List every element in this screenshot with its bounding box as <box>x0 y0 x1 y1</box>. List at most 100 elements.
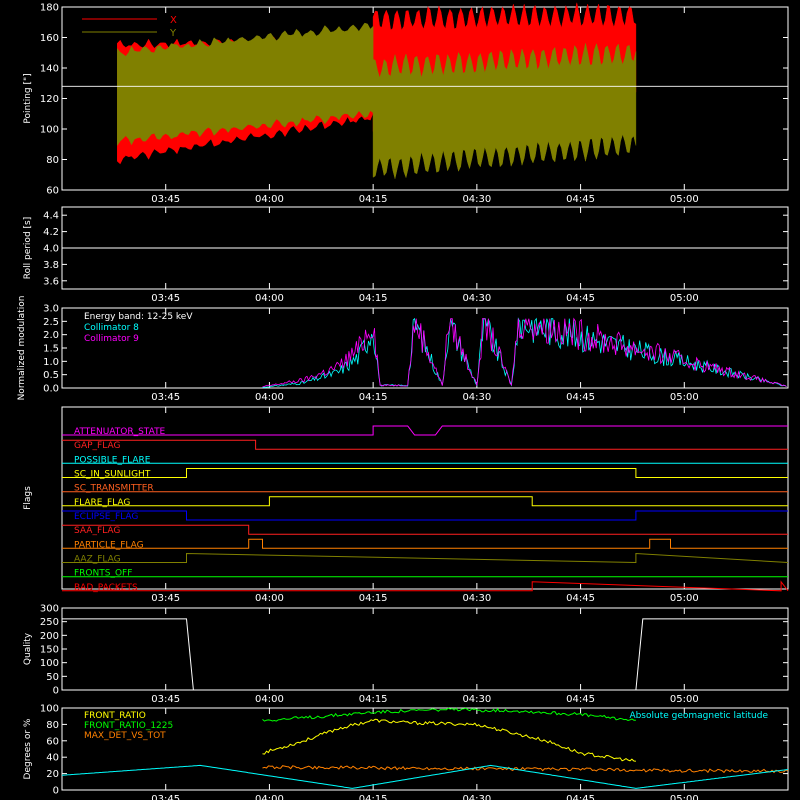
panel-4: Flags 03:45 04:00 04:15 04:30 04:45 05:00 ATTEN… <box>23 406 789 604</box>
y-tick-label: 2.5 <box>43 317 59 328</box>
legend-label: MAX_DET_VS_TOT <box>84 731 166 741</box>
series-line <box>262 707 636 722</box>
x-tick-label: 04:30 <box>462 194 491 205</box>
y-tick-label: 100 <box>40 704 59 715</box>
x-tick-label: 04:00 <box>255 392 284 403</box>
y-tick-label: 4.2 <box>43 227 59 238</box>
y-tick-label: 120 <box>40 94 59 105</box>
x-tick-label: 05:00 <box>670 392 699 403</box>
series-line <box>262 718 636 762</box>
legend-label: Absolute geomagnetic latitude <box>629 711 768 721</box>
x-tick-label: 05:00 <box>670 794 699 800</box>
y-tick-label: 80 <box>46 720 59 731</box>
flag-line <box>62 510 788 521</box>
flag-label: AAZ_FLAG <box>74 555 121 565</box>
x-tick-label: 05:00 <box>670 694 699 705</box>
x-tick-label: 04:00 <box>255 593 284 604</box>
legend-label: Collimator 8 <box>84 323 139 333</box>
y-tick-label: 3.8 <box>43 260 59 271</box>
x-tick-label: 05:00 <box>670 293 699 304</box>
x-tick-label: 04:15 <box>359 593 388 604</box>
flag-label: SC_TRANSMITTER <box>74 484 154 494</box>
y-axis-label: Pointing ["] <box>23 73 33 123</box>
x-tick-label: 03:45 <box>151 392 180 403</box>
y-tick-label: 4.4 <box>43 211 59 222</box>
y-tick-label: 40 <box>46 753 59 764</box>
plot-frame <box>61 406 789 590</box>
y-tick-label: 50 <box>46 672 59 683</box>
flag-line <box>62 468 788 478</box>
y-tick-label: 1.5 <box>43 344 59 355</box>
series-band-y <box>117 22 637 179</box>
flag-label: FLARE_FLAG <box>74 498 130 508</box>
flag-line <box>62 425 788 436</box>
x-tick-label: 04:30 <box>462 694 491 705</box>
panel-1: Pointing ["] 60 80 100 120 140 160 180 03:45 04:0… <box>23 3 789 205</box>
x-tick-label: 04:45 <box>566 794 595 800</box>
panel-5: Quality 0 50 100 150 200 250 300 03:45 04:00 04:15… <box>23 604 789 705</box>
x-tick-label: 04:00 <box>255 194 284 205</box>
y-axis-label: Degrees or % <box>23 718 33 779</box>
legend-label: Y <box>169 28 177 39</box>
y-axis-label: Roll period [s] <box>23 217 33 279</box>
series-line-9 <box>262 317 787 387</box>
flag-line <box>62 524 788 535</box>
x-tick-label: 04:45 <box>566 293 595 304</box>
x-tick-label: 03:45 <box>151 794 180 800</box>
x-tick-label: 04:45 <box>566 694 595 705</box>
y-tick-label: 180 <box>40 3 59 14</box>
legend-label: X <box>170 15 177 26</box>
x-tick-label: 05:00 <box>670 593 699 604</box>
flag-label: ATTENUATOR_STATE <box>74 427 166 437</box>
series-line <box>61 764 789 789</box>
x-tick-label: 03:45 <box>151 293 180 304</box>
legend-title: Energy band: 12-25 keV <box>84 312 193 322</box>
y-tick-label: 1.0 <box>43 357 59 368</box>
x-tick-label: 04:15 <box>359 794 388 800</box>
y-tick-label: 4.0 <box>43 244 59 255</box>
flag-line <box>62 552 789 564</box>
x-tick-label: 04:30 <box>462 392 491 403</box>
x-tick-label: 05:00 <box>670 194 699 205</box>
x-tick-label: 04:30 <box>462 794 491 800</box>
y-axis-label: Quality <box>23 632 33 665</box>
y-tick-label: 0.0 <box>43 384 59 395</box>
series-line <box>262 765 789 774</box>
x-tick-label: 03:45 <box>151 194 180 205</box>
flag-line <box>62 439 788 450</box>
y-tick-label: 0 <box>53 786 59 797</box>
x-tick-label: 04:30 <box>462 293 491 304</box>
y-tick-label: 100 <box>40 125 59 136</box>
x-tick-label: 04:30 <box>462 593 491 604</box>
legend-label: Collimator 9 <box>84 334 139 344</box>
x-tick-label: 04:15 <box>359 293 388 304</box>
flag-label: GAP_FLAG <box>74 441 120 451</box>
y-tick-label: 3.0 <box>43 304 59 315</box>
x-tick-label: 03:45 <box>151 694 180 705</box>
y-tick-label: 0.5 <box>43 370 59 381</box>
y-tick-label: 2.0 <box>43 330 59 341</box>
x-tick-label: 04:45 <box>566 593 595 604</box>
plot-frame <box>61 707 789 791</box>
x-tick-label: 04:45 <box>566 194 595 205</box>
x-tick-label: 04:45 <box>566 392 595 403</box>
y-axis-label: Normalized modulation <box>17 296 27 401</box>
y-tick-label: 0 <box>53 686 59 697</box>
x-tick-label: 04:15 <box>359 194 388 205</box>
panel-3: Normalized modulation 0.0 0.5 1.0 1.5 2.0 2.5 3… <box>17 296 789 403</box>
y-tick-label: 100 <box>40 658 59 669</box>
flag-label: SAA_FLAG <box>74 526 120 536</box>
y-tick-label: 200 <box>40 631 59 642</box>
flag-label: POSSIBLE_FLARE <box>74 455 151 465</box>
y-axis-label: Flags <box>23 486 33 510</box>
x-tick-label: 04:15 <box>359 392 388 403</box>
y-tick-label: 80 <box>46 155 59 166</box>
legend-label: FRONT_RATIO <box>84 711 146 721</box>
y-tick-label: 140 <box>40 64 59 75</box>
panel-2: Roll period [s] 3.6 3.8 4.0 4.2 4.4 03:45 04:00… <box>23 206 789 304</box>
x-tick-label: 04:15 <box>359 694 388 705</box>
flag-label: PARTICLE_FLAG <box>74 540 144 550</box>
plot-frame <box>61 607 789 691</box>
y-tick-label: 300 <box>40 604 59 615</box>
